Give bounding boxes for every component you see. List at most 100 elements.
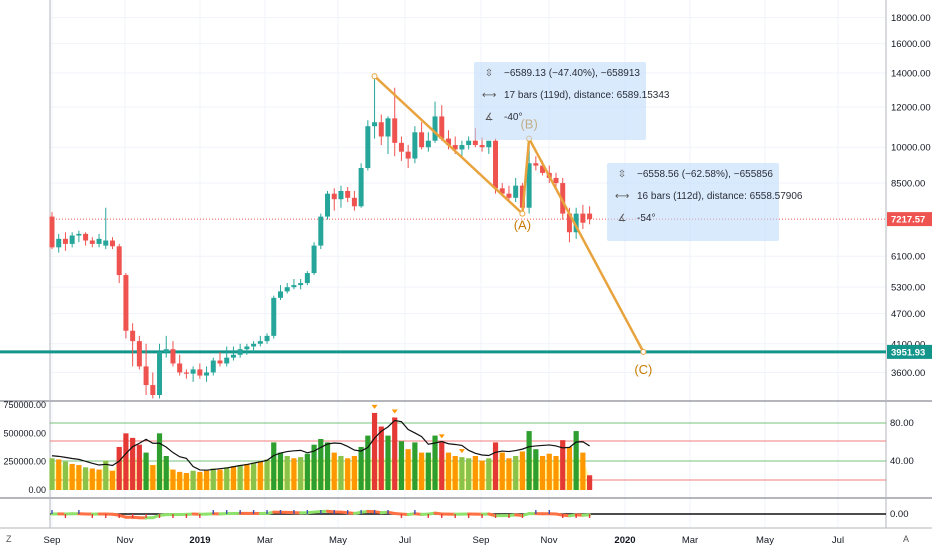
volume-bar xyxy=(479,461,484,490)
candle xyxy=(251,341,256,352)
volume-bar xyxy=(567,447,572,490)
volume-bar xyxy=(70,464,75,490)
volume-bar xyxy=(473,456,478,490)
volume-bar xyxy=(258,462,263,490)
volume-bar xyxy=(365,436,370,490)
volume-bar xyxy=(540,456,545,490)
current-price-label: 7217.57 xyxy=(891,215,925,226)
volume-bar xyxy=(76,465,81,490)
candle-body xyxy=(251,344,256,347)
candle xyxy=(150,372,155,398)
candle-body xyxy=(238,349,243,355)
candle-body xyxy=(493,141,498,189)
candle-body xyxy=(63,239,68,244)
time-axis-label: Nov xyxy=(541,535,558,546)
candle-body xyxy=(359,168,364,206)
candle-body xyxy=(419,132,424,147)
candle-body xyxy=(123,275,128,331)
volume-bar xyxy=(520,451,525,490)
volume-bar xyxy=(513,456,518,490)
candle-body xyxy=(372,122,377,126)
volume-bar xyxy=(506,458,511,490)
measure-box-2[interactable]: ⇳−6558.56 (−62.58%), −655856 ⟷16 bars (1… xyxy=(607,163,779,241)
wave-label: (C) xyxy=(634,362,652,377)
log-scale-toggle[interactable]: Z xyxy=(6,534,12,544)
candle xyxy=(459,141,464,157)
candle-body xyxy=(506,194,511,198)
price-range-icon: ⇳ xyxy=(615,169,629,180)
volume-bar xyxy=(278,453,283,490)
candle-body xyxy=(365,126,370,168)
volume-bar xyxy=(63,462,68,490)
candle xyxy=(325,191,330,220)
measure-1-price-row: ⇳−6589.13 (−47.40%), −658913 xyxy=(474,62,646,84)
measure-2-price-row: ⇳−6558.56 (−62.58%), −655856 xyxy=(607,163,779,185)
candle-body xyxy=(224,358,229,364)
candle xyxy=(76,231,81,243)
volume-bar xyxy=(459,457,464,490)
price-range-icon: ⇳ xyxy=(482,68,496,79)
volume-bar xyxy=(244,464,249,490)
candle-body xyxy=(97,239,102,244)
candle xyxy=(291,279,296,289)
candle xyxy=(231,346,236,360)
measure-2-bars: 16 bars (112d), distance: 6558.57906 xyxy=(637,191,803,202)
candle-body xyxy=(157,352,162,395)
measure-2-angle-row: ∡-54° xyxy=(607,207,779,229)
volume-bar xyxy=(533,449,538,490)
volume-axis-label: 500000.00 xyxy=(3,428,46,438)
candle-body xyxy=(191,369,196,373)
candle-body xyxy=(533,163,538,165)
volume-bar xyxy=(123,433,128,490)
volume-bar xyxy=(580,453,585,490)
volume-bar xyxy=(399,441,404,490)
auto-scale-toggle[interactable]: A xyxy=(903,534,909,544)
candle-body xyxy=(184,372,189,373)
measure-1-bars: 17 bars (119d), distance: 6589.15343 xyxy=(504,90,670,101)
candle xyxy=(137,336,142,370)
oscillator-panel: 0.00 xyxy=(50,509,909,520)
candle-body xyxy=(130,331,135,341)
time-axis-label: Mar xyxy=(257,535,273,546)
candle xyxy=(386,116,391,154)
volume-bar xyxy=(117,447,122,490)
candle xyxy=(224,346,229,366)
volume-bar xyxy=(90,468,95,490)
volume-bar xyxy=(164,456,169,490)
volume-bar xyxy=(264,459,269,490)
candle-body xyxy=(325,194,330,217)
candle xyxy=(332,188,337,210)
volume-bar xyxy=(305,454,310,490)
time-axis-label: Jul xyxy=(832,535,844,546)
candle xyxy=(533,156,538,170)
candle-body xyxy=(312,246,317,273)
candle-body xyxy=(144,366,149,385)
candle xyxy=(56,234,61,253)
time-axis-label: Sep xyxy=(44,535,61,546)
volume-bar xyxy=(379,427,384,490)
volume-bar xyxy=(298,457,303,490)
candle xyxy=(170,341,175,366)
volume-bar xyxy=(110,471,115,490)
volume-bar xyxy=(224,467,229,490)
candle xyxy=(352,191,357,211)
volume-bar xyxy=(285,456,290,490)
wave-point xyxy=(520,211,525,216)
candle-body xyxy=(70,236,75,244)
candle-body xyxy=(298,283,303,285)
candle xyxy=(164,336,169,358)
volume-bar xyxy=(500,453,505,490)
volume-bar xyxy=(184,473,189,490)
candle xyxy=(318,214,323,249)
volume-bar xyxy=(359,447,364,490)
candle xyxy=(298,279,303,289)
wave-point xyxy=(372,74,377,79)
candle xyxy=(285,283,290,293)
candle xyxy=(312,242,317,275)
volume-bar xyxy=(157,433,162,490)
measure-box-1[interactable]: ⇳−6589.13 (−47.40%), −658913 ⟷17 bars (1… xyxy=(474,62,646,140)
candle xyxy=(83,232,88,245)
candle-body xyxy=(426,141,431,148)
